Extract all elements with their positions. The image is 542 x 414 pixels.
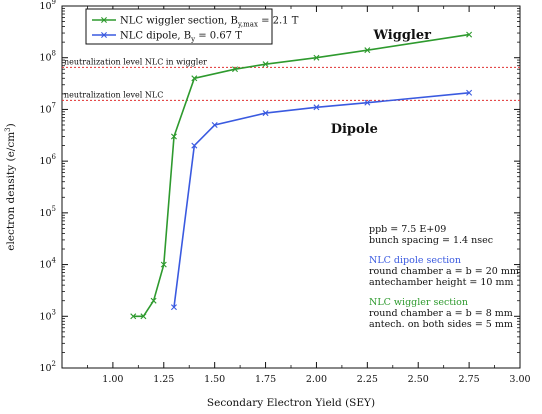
x-tick-label: 3.00 xyxy=(509,374,530,385)
y-tick-label: 106 xyxy=(39,153,56,167)
data-point-marker xyxy=(262,61,269,68)
data-point-marker xyxy=(191,75,198,82)
x-axis-label: Secondary Electron Yield (SEY) xyxy=(207,397,375,409)
neutralization-lines: neutralization level NLC in wiggler neutr… xyxy=(62,57,520,101)
data-point-marker xyxy=(170,304,177,311)
annotation-line: bunch spacing = 1.4 nsec xyxy=(369,235,493,246)
data-point-marker xyxy=(364,99,371,106)
annotation-line: antech. on both sides = 5 mm xyxy=(369,319,513,330)
legend-entry: NLC dipole, By = 0.67 T xyxy=(120,31,242,44)
y-tick-label: 104 xyxy=(39,257,56,271)
annotation-line: NLC dipole section xyxy=(369,255,461,266)
x-tick-label: 1.00 xyxy=(102,374,123,385)
curve-label: Wiggler xyxy=(372,28,431,43)
y-tick-label: 103 xyxy=(39,308,56,322)
legend-marker xyxy=(101,17,107,23)
data-point-marker xyxy=(313,104,320,111)
data-point-marker xyxy=(150,297,157,304)
legend-box xyxy=(85,8,273,45)
annotation-line: ppb = 7.5 E+09 xyxy=(369,224,446,235)
annotation-line: round chamber a = b = 20 mm xyxy=(369,266,519,277)
x-tick-label: 1.50 xyxy=(204,374,225,385)
data-point-marker xyxy=(160,261,167,268)
data-point-marker xyxy=(262,110,269,117)
x-tick-label: 2.00 xyxy=(306,374,327,385)
neutralization-label: neutralization level NLC xyxy=(64,90,163,99)
y-tick-label: 105 xyxy=(39,205,56,219)
legend-marker xyxy=(101,32,107,38)
legend-entry: NLC wiggler section, By,max = 2.1 T xyxy=(120,16,299,29)
data-point-marker xyxy=(313,54,320,61)
curve-labels: Wiggler Dipole xyxy=(331,28,431,137)
data-point-marker xyxy=(140,313,147,320)
data-series xyxy=(130,31,473,320)
data-point-marker xyxy=(170,133,177,140)
x-tick-label: 2.25 xyxy=(357,374,378,385)
data-point-marker xyxy=(466,31,473,38)
y-axis-ticks: 102 103 104 105 106 107 108 109 xyxy=(39,0,520,374)
y-tick-label: 109 xyxy=(39,0,56,12)
y-tick-label: 102 xyxy=(39,360,56,374)
y-tick-label: 107 xyxy=(39,101,56,115)
x-tick-label: 1.75 xyxy=(255,374,276,385)
y-axis-label: electron density (e/cm3) xyxy=(4,123,17,251)
data-point-marker xyxy=(211,122,218,128)
x-tick-label: 1.25 xyxy=(153,374,174,385)
neutralization-label: neutralization level NLC in wiggler xyxy=(64,57,207,66)
legend: NLC wiggler section, By,max = 2.1 T NLC d… xyxy=(85,8,299,45)
curve-label: Dipole xyxy=(331,122,378,137)
annotation-line: NLC wiggler section xyxy=(369,297,468,308)
x-tick-label: 2.50 xyxy=(408,374,429,385)
data-point-marker xyxy=(191,142,198,149)
annotation-line: antechamber height = 10 mm xyxy=(369,277,514,288)
data-point-marker xyxy=(130,313,137,320)
data-point-marker xyxy=(232,66,239,73)
annotation-line: round chamber a = b = 8 mm xyxy=(369,308,513,319)
data-point-marker xyxy=(364,47,371,54)
data-point-marker xyxy=(466,89,473,96)
x-tick-label: 2.75 xyxy=(459,374,480,385)
y-tick-label: 108 xyxy=(39,50,56,64)
